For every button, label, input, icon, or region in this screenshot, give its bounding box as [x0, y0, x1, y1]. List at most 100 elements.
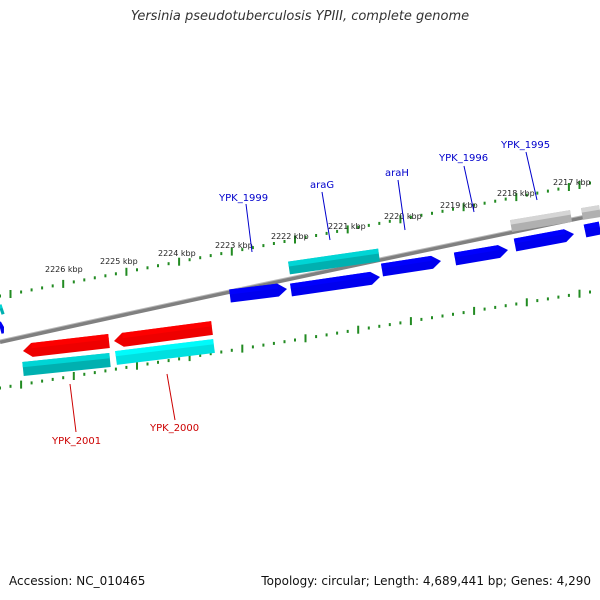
- outer-tick: [388, 219, 391, 223]
- gene-label-forward[interactable]: YPK_1996: [438, 153, 488, 164]
- outer-tick: [483, 201, 486, 205]
- outer-tick: [420, 213, 423, 217]
- gene-label-reverse[interactable]: YPK_2000: [149, 423, 199, 434]
- inner-tick: [0, 386, 1, 390]
- outer-tick: [41, 286, 44, 290]
- leader-line-forward: [397, 179, 406, 231]
- inner-tick: [188, 353, 191, 362]
- label-leader-lines: [69, 151, 538, 433]
- inner-tick: [72, 372, 75, 380]
- outer-tick: [504, 197, 507, 201]
- outer-tick: [452, 207, 454, 211]
- scale-label: 2219 kbp: [440, 201, 478, 210]
- genome-backbone-highlight: [0, 211, 600, 341]
- inner-tick: [30, 381, 33, 385]
- outer-tick: [167, 262, 170, 266]
- outer-tick: [515, 193, 518, 202]
- inner-tick: [536, 299, 539, 303]
- inner-tick: [473, 306, 476, 315]
- outer-tick: [589, 181, 591, 185]
- outer-tick: [83, 278, 86, 282]
- outer-tick: [567, 183, 570, 191]
- gene-label-forward[interactable]: araG: [310, 180, 334, 191]
- outer-tick: [367, 223, 370, 227]
- inner-tick: [230, 348, 233, 352]
- inner-tick: [62, 376, 65, 380]
- outer-tick: [178, 257, 181, 266]
- genome-summary-text: Topology: circular; Length: 4,689,441 bp…: [261, 574, 591, 588]
- gene-label-forward[interactable]: YPK_1999: [218, 193, 268, 204]
- inner-tick: [304, 334, 307, 343]
- outer-tick: [325, 231, 328, 235]
- outer-tick: [30, 288, 33, 292]
- gene-label-forward[interactable]: araH: [385, 168, 409, 179]
- gene-label-forward[interactable]: YPK_1995: [500, 140, 550, 151]
- inner-tick: [388, 323, 391, 327]
- outer-tick: [241, 248, 244, 252]
- outer-tick: [62, 279, 65, 288]
- inner-tick: [378, 324, 381, 328]
- outer-tick: [51, 284, 54, 288]
- inner-tick: [346, 329, 349, 333]
- outer-tick: [9, 290, 12, 298]
- cds-forward-arrow-highlight: [381, 255, 432, 269]
- outer-tick: [494, 199, 497, 203]
- inner-tick: [146, 362, 149, 366]
- outer-tick: [462, 203, 465, 212]
- inner-tick: [431, 316, 433, 320]
- outer-tick: [157, 264, 159, 268]
- inner-tick: [209, 352, 212, 356]
- outer-tick: [294, 235, 296, 244]
- outer-tick: [409, 215, 412, 219]
- pseudo-gene-band-highlight: [581, 205, 600, 213]
- outer-tick: [146, 266, 149, 270]
- outer-tick: [125, 267, 128, 276]
- cds-forward-arrow-highlight: [229, 283, 278, 295]
- outer-tick: [230, 247, 233, 256]
- outer-tick: [104, 274, 107, 278]
- outer-tick: [357, 225, 360, 229]
- outer-tick: [441, 209, 444, 213]
- inner-tick: [567, 293, 570, 297]
- inner-tick: [241, 344, 244, 353]
- cds-reverse-arrow-highlight: [31, 334, 109, 349]
- inner-tick: [104, 369, 107, 373]
- inner-tick: [178, 357, 181, 361]
- genome-backbone: [0, 212, 600, 344]
- outer-tick: [0, 294, 1, 298]
- scale-label: 2222 kbp: [271, 232, 309, 241]
- outer-tick: [473, 203, 476, 207]
- outer-tick: [431, 211, 433, 215]
- outer-tick: [199, 256, 202, 260]
- outer-tick: [209, 254, 212, 258]
- inner-tick: [409, 317, 412, 326]
- leader-line-forward: [321, 191, 331, 241]
- gene-label-reverse[interactable]: YPK_2001: [51, 436, 101, 447]
- tick-marks: [0, 181, 591, 390]
- cds-reverse-arrow-highlight: [122, 321, 212, 339]
- inner-tick: [136, 361, 138, 370]
- inner-tick: [420, 317, 423, 321]
- inner-tick: [20, 380, 23, 389]
- outer-tick: [114, 272, 117, 276]
- outer-tick: [378, 221, 381, 225]
- outer-tick: [346, 225, 349, 234]
- inner-tick: [325, 333, 328, 337]
- inner-tick: [199, 353, 202, 357]
- genome-title: Yersinia pseudotuberculosis YPIII, compl…: [130, 9, 470, 24]
- leader-line-forward: [525, 151, 538, 201]
- inner-tick: [167, 359, 170, 363]
- leader-line-reverse: [69, 383, 77, 433]
- inner-tick: [546, 297, 549, 301]
- scale-label: 2218 kbp: [497, 189, 535, 198]
- leader-line-forward: [463, 165, 475, 213]
- pseudo-gene-band-highlight: [510, 210, 571, 225]
- inner-tick: [589, 290, 591, 294]
- inner-tick: [283, 340, 286, 344]
- inner-tick: [494, 305, 497, 309]
- inner-tick: [515, 302, 518, 306]
- inner-tick: [452, 312, 454, 316]
- inner-tick: [41, 379, 44, 383]
